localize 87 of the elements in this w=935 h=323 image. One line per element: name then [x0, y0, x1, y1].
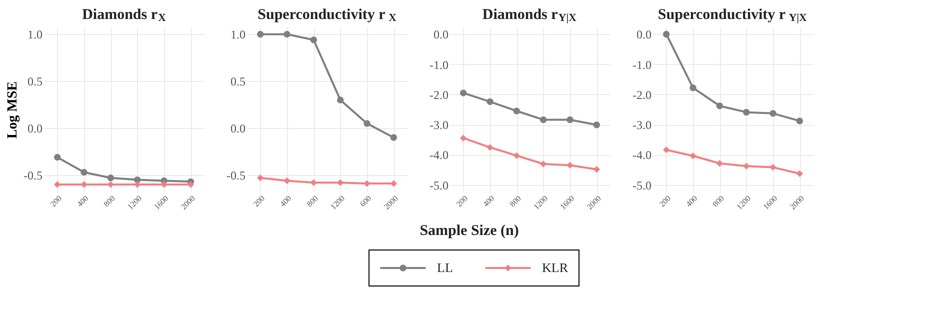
x-tick-label: 400: [75, 194, 90, 209]
y-tick-label: -3.0: [632, 118, 652, 132]
y-tick-label: 1.0: [230, 28, 246, 42]
point: [187, 181, 194, 188]
point: [310, 179, 318, 186]
x-tick-label: 1600: [558, 194, 576, 212]
x-tick-label: 800: [102, 194, 117, 209]
point: [107, 174, 114, 182]
point: [284, 177, 290, 184]
point: [284, 30, 290, 38]
x-tick-label: 800: [304, 194, 320, 209]
point: [690, 84, 696, 92]
point: [662, 30, 670, 38]
y-tick-label: -2.0: [632, 88, 652, 102]
point: [364, 120, 370, 127]
y-tick-label: 0.5: [28, 74, 42, 89]
point: [54, 154, 61, 161]
point: [336, 179, 344, 186]
x-tick-label: 1600: [761, 194, 780, 212]
point: [742, 108, 750, 116]
y-tick-label: -2.0: [430, 88, 448, 102]
x-tick-label: 1200: [328, 194, 346, 212]
point: [513, 108, 520, 114]
y-tick-label: -1.0: [430, 58, 448, 72]
point: [716, 102, 724, 110]
point: [460, 90, 467, 96]
point: [593, 122, 600, 128]
point: [160, 181, 168, 188]
x-tick-label: 400: [278, 194, 294, 209]
y-tick-label: 1.0: [28, 28, 42, 42]
x-tick-label: 800: [508, 194, 523, 209]
point: [716, 160, 724, 167]
x-tick-label: 400: [481, 194, 496, 209]
x-tick-label: 200: [454, 194, 470, 209]
y-axis-title: Log MSE: [6, 81, 21, 139]
y-tick-label: -4.0: [430, 148, 448, 162]
point: [80, 168, 88, 176]
point: [390, 134, 398, 141]
legend-label: LL: [437, 260, 453, 275]
y-tick-label: -4.0: [632, 148, 652, 162]
legend-label: KLR: [542, 260, 568, 275]
point: [770, 164, 776, 171]
x-tick-label: 200: [48, 194, 64, 209]
x-tick-label: 800: [710, 194, 726, 209]
x-tick-label: 1200: [126, 194, 144, 212]
y-tick-label: 0.0: [28, 122, 42, 136]
point: [770, 110, 776, 117]
y-tick-label: -0.5: [226, 168, 246, 183]
x-tick-label: 400: [684, 194, 700, 209]
point: [540, 160, 547, 168]
point: [80, 181, 88, 188]
point: [662, 146, 670, 154]
y-tick-label: 0.0: [636, 28, 652, 42]
point: [460, 134, 467, 142]
y-tick-label: 0.5: [230, 74, 246, 89]
x-tick-label: 1200: [532, 194, 550, 212]
point: [336, 96, 344, 104]
point: [54, 181, 61, 188]
point: [690, 152, 696, 160]
y-tick-label: 0.0: [434, 28, 448, 42]
point: [310, 36, 318, 44]
y-tick-label: 0.0: [230, 122, 246, 136]
y-tick-label: -0.5: [24, 168, 42, 183]
point: [566, 162, 574, 169]
point: [364, 180, 370, 187]
x-tick-label: 1200: [734, 194, 752, 212]
point: [256, 174, 264, 182]
y-tick-label: -3.0: [430, 118, 448, 132]
x-tick-label: 600: [358, 194, 374, 209]
y-tick-label: -5.0: [430, 178, 448, 192]
x-tick-label: 200: [252, 194, 266, 209]
point: [486, 144, 494, 151]
point: [256, 30, 264, 38]
x-axis-title: Sample Size (n): [420, 223, 519, 239]
point: [513, 152, 520, 159]
point: [796, 118, 804, 124]
point: [796, 170, 804, 177]
x-tick-label: 200: [658, 194, 672, 209]
point: [486, 98, 494, 106]
x-tick-label: 1600: [152, 194, 170, 212]
y-tick-label: -5.0: [632, 178, 652, 192]
point: [593, 166, 600, 173]
y-tick-label: -1.0: [632, 58, 652, 72]
point: [742, 162, 750, 170]
point: [566, 116, 574, 124]
point: [540, 116, 547, 124]
point: [390, 180, 398, 187]
